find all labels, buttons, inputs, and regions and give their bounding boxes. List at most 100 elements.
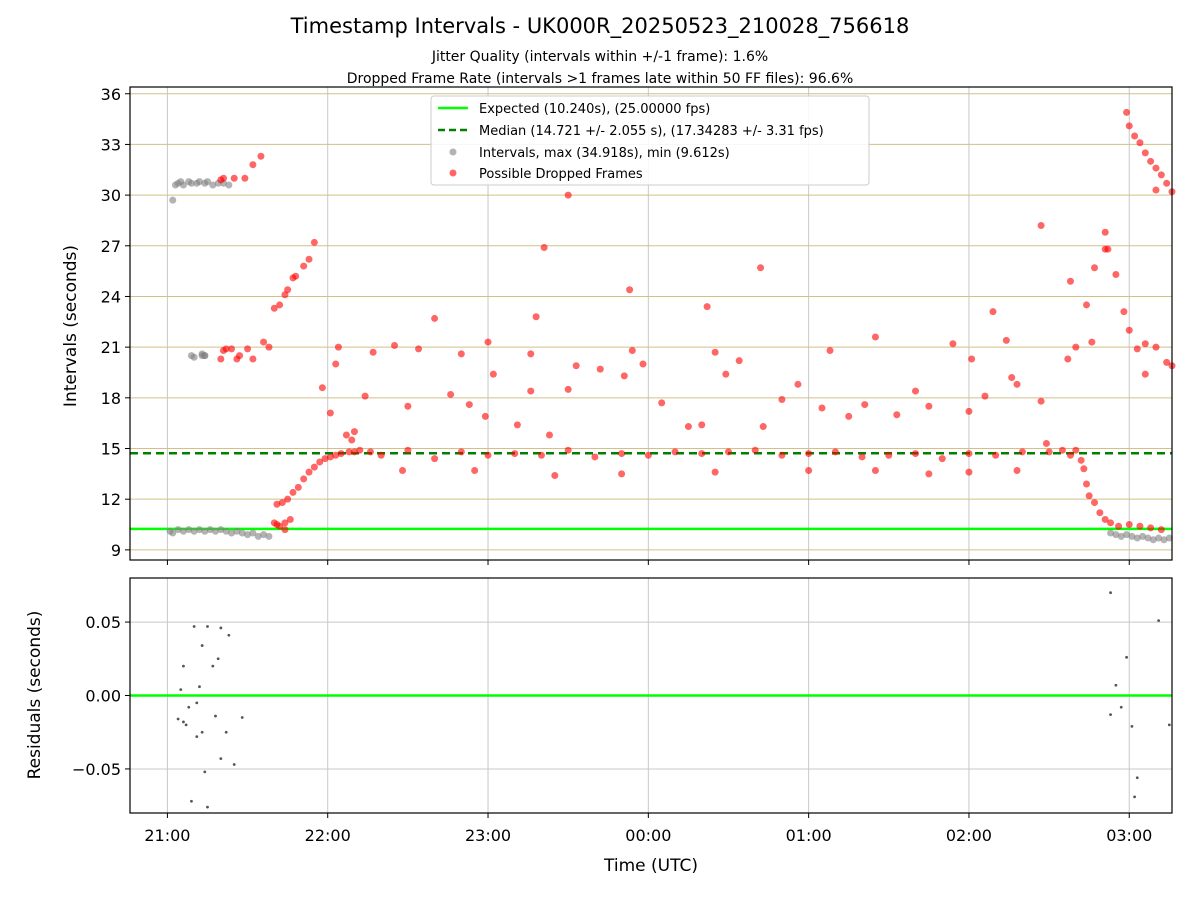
dropped-frame-point: [564, 385, 572, 393]
dropped-frame-point: [294, 483, 302, 491]
residual-point: [184, 723, 188, 727]
legend-box: [430, 95, 870, 186]
dropped-frame-point: [1072, 343, 1080, 351]
dropped-frame-point: [1080, 465, 1088, 473]
interval-point: [174, 526, 182, 534]
residual-point: [203, 770, 207, 774]
dropped-frame-point: [404, 402, 412, 410]
dropped-frame-point: [1157, 526, 1165, 534]
dropped-frame-point: [778, 451, 786, 459]
dropped-frame-point: [591, 453, 599, 461]
interval-point: [1149, 536, 1157, 544]
dropped-frame-point: [249, 355, 257, 363]
dropped-frame-point: [912, 450, 920, 458]
dropped-frame-point: [639, 360, 647, 368]
interval-point: [1117, 532, 1125, 540]
dropped-frame-point: [805, 466, 813, 474]
dropped-frame-point: [265, 343, 273, 351]
chart-subtitle-jitter: Jitter Quality (intervals within +/-1 fr…: [431, 49, 769, 65]
residual-point: [190, 799, 193, 803]
dropped-frame-point: [1088, 338, 1096, 346]
dropped-frame-point: [1072, 446, 1080, 454]
chart-subtitle-dropped: Dropped Frame Rate (intervals >1 frames …: [346, 71, 854, 87]
dropped-frame-point: [794, 380, 802, 388]
dropped-frame-point: [1091, 499, 1099, 507]
dropped-frame-point: [326, 453, 334, 461]
residual-point: [1157, 619, 1161, 622]
dropped-frame-point: [1013, 466, 1021, 474]
interval-point: [179, 527, 187, 535]
residual-point: [206, 805, 209, 809]
dropped-frame-point: [1013, 380, 1021, 388]
dropped-frame-point: [644, 451, 652, 459]
dropped-frame-point: [1002, 336, 1010, 344]
dropped-frame-point: [871, 466, 879, 474]
dropped-frame-point: [698, 421, 706, 429]
dropped-frame-point: [316, 458, 324, 466]
tick-labels: 21:00 22:00 23:00 00:00 01:00 02:00 03:00 9 12 15…: [72, 85, 1152, 845]
interval-point: [217, 526, 225, 534]
dropped-frame-point: [1058, 446, 1066, 454]
legend-median-label: Median (14.721 +/- 2.055 s), (17.34283 +…: [479, 124, 824, 139]
dropped-frame-point: [292, 272, 300, 280]
residual-point: [182, 664, 185, 668]
dropped-frame-point: [244, 345, 252, 353]
interval-point: [1133, 534, 1141, 542]
x-tick-label: 02:00: [946, 826, 992, 845]
dropped-frame-point: [366, 448, 374, 456]
interval-point: [228, 529, 236, 537]
top-y-tick-label: 36: [101, 85, 121, 104]
dropped-frame-point: [284, 495, 292, 503]
residual-point: [195, 735, 199, 739]
residual-point: [1109, 591, 1112, 595]
dropped-frame-point: [1163, 179, 1171, 187]
dropped-frame-point: [361, 392, 369, 400]
interval-point: [249, 529, 257, 537]
dropped-frame-point: [350, 428, 358, 436]
x-tick-label: 22:00: [305, 826, 351, 845]
dropped-frame-point: [1077, 456, 1085, 464]
residual-point: [219, 757, 223, 761]
dropped-frame-point: [965, 407, 973, 415]
x-tick-label: 21:00: [144, 826, 190, 845]
dropped-frame-point: [289, 488, 297, 496]
dropped-frame-point: [912, 387, 920, 395]
dropped-frame-point: [257, 152, 265, 160]
chart-title: Timestamp Intervals - UK000R_20250523_21…: [290, 14, 910, 38]
interval-point: [244, 531, 252, 539]
dropped-frame-point: [281, 526, 289, 534]
residual-point: [224, 730, 228, 734]
residual-point: [1125, 655, 1128, 659]
residual-point: [227, 633, 231, 637]
dropped-frame-point: [1141, 149, 1149, 157]
dropped-frame-point: [1123, 108, 1131, 116]
top-y-tick-label: 15: [101, 440, 121, 459]
dropped-frame-point: [305, 255, 313, 263]
dropped-frame-point: [1141, 340, 1149, 348]
interval-point: [195, 178, 203, 186]
top-plot-marks: [130, 108, 1176, 544]
dropped-frame-point: [949, 340, 957, 348]
residual-point: [1135, 776, 1139, 780]
dropped-frame-point: [527, 350, 535, 358]
dropped-frame-point: [1104, 245, 1112, 253]
dropped-frame-point: [540, 243, 548, 251]
dropped-frame-point: [249, 161, 257, 169]
dropped-frame-point: [1152, 164, 1160, 172]
dropped-frame-point: [318, 384, 326, 392]
dropped-frame-point: [1037, 397, 1045, 405]
residual-point: [200, 644, 204, 647]
dropped-frame-point: [751, 446, 759, 454]
dropped-frame-point: [1101, 228, 1109, 236]
residual-point: [200, 730, 204, 734]
dropped-frame-point: [305, 468, 313, 476]
dropped-frame-point: [724, 448, 732, 456]
dropped-frame-point: [1066, 277, 1074, 285]
dropped-frame-point: [222, 345, 230, 353]
dropped-frame-point: [300, 475, 308, 483]
dropped-frame-point: [989, 308, 997, 316]
dropped-frame-point: [628, 347, 636, 355]
dropped-frame-point: [310, 238, 318, 246]
interval-point: [195, 526, 203, 534]
dropped-frame-point: [596, 365, 604, 373]
